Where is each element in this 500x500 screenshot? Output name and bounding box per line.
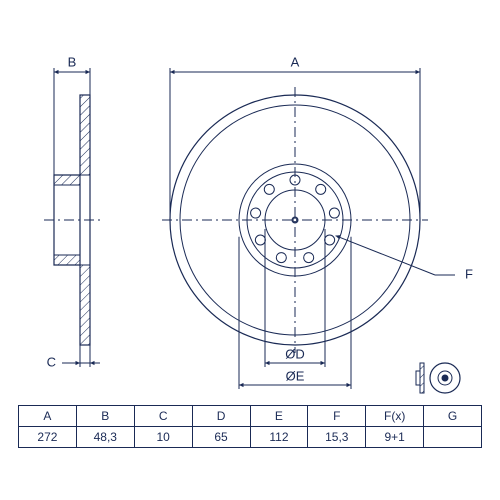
val-F: 15,3 xyxy=(308,427,366,448)
val-A: 272 xyxy=(19,427,77,448)
table-value-row: 272 48,3 10 65 112 15,3 9+1 xyxy=(19,427,482,448)
val-Fx: 9+1 xyxy=(366,427,424,448)
val-G xyxy=(424,427,482,448)
table-header-row: A B C D E F F(x) G xyxy=(19,406,482,427)
col-D: D xyxy=(192,406,250,427)
brake-disc-drawing: { "diagram": { "type": "engineering-draw… xyxy=(0,0,500,500)
col-B: B xyxy=(76,406,134,427)
col-Fx: F(x) xyxy=(366,406,424,427)
val-E: 112 xyxy=(250,427,308,448)
col-G: G xyxy=(424,406,482,427)
col-F: F xyxy=(308,406,366,427)
val-B: 48,3 xyxy=(76,427,134,448)
col-A: A xyxy=(19,406,77,427)
svg-text:A: A xyxy=(291,54,300,69)
dimension-table: A B C D E F F(x) G 272 48,3 10 65 112 15… xyxy=(18,405,482,448)
svg-text:F: F xyxy=(465,266,473,281)
technical-drawing-svg: F A ØD ØE B C xyxy=(0,0,500,405)
val-D: 65 xyxy=(192,427,250,448)
val-C: 10 xyxy=(134,427,192,448)
svg-text:ØD: ØD xyxy=(285,346,305,361)
col-C: C xyxy=(134,406,192,427)
svg-text:C: C xyxy=(47,354,56,369)
svg-text:ØE: ØE xyxy=(286,368,305,383)
col-E: E xyxy=(250,406,308,427)
svg-text:B: B xyxy=(68,54,77,69)
